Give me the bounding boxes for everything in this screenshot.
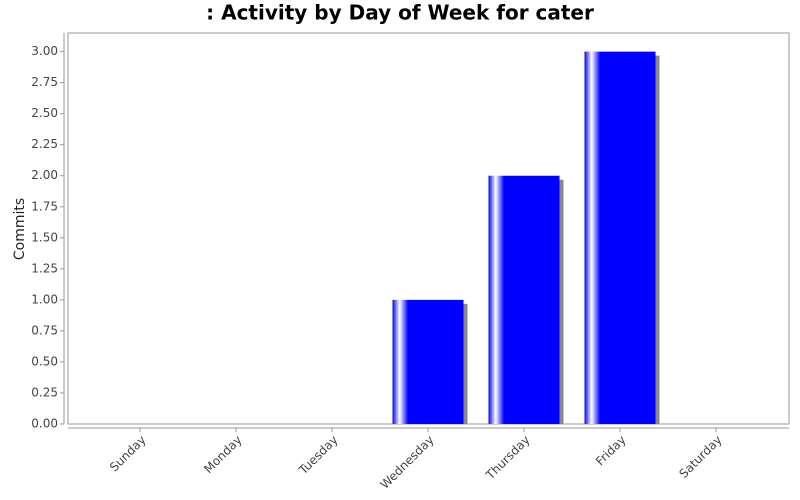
x-tick-label: Monday (201, 433, 244, 476)
y-tick-label: 1.75 (31, 199, 58, 213)
y-tick-label: 1.25 (31, 261, 58, 275)
bar (392, 299, 464, 424)
y-tick-label: 2.25 (31, 137, 58, 151)
y-tick-label: 1.50 (31, 230, 58, 244)
x-tick-label: Tuesday (295, 433, 340, 478)
y-tick-label: 2.50 (31, 106, 58, 120)
x-tick-label: Wednesday (378, 433, 437, 492)
bar (488, 175, 560, 424)
y-tick-label: 0.50 (31, 354, 58, 368)
y-tick-label: 2.75 (31, 75, 58, 89)
x-tick-label: Thursday (483, 433, 533, 483)
y-tick-label: 2.00 (31, 168, 58, 182)
x-tick-label: Friday (593, 433, 629, 469)
x-tick-label: Saturday (676, 433, 724, 481)
y-tick-label: 0.25 (31, 385, 58, 399)
y-axis-label: Commits (12, 198, 28, 260)
x-tick-label: Sunday (107, 433, 149, 475)
y-tick-label: 3.00 (31, 44, 58, 58)
y-tick-label: 1.00 (31, 292, 58, 306)
y-tick-label: 0.00 (31, 417, 58, 431)
chart-title: : Activity by Day of Week for cater (206, 1, 594, 25)
y-tick-label: 0.75 (31, 323, 58, 337)
bar (584, 51, 656, 424)
